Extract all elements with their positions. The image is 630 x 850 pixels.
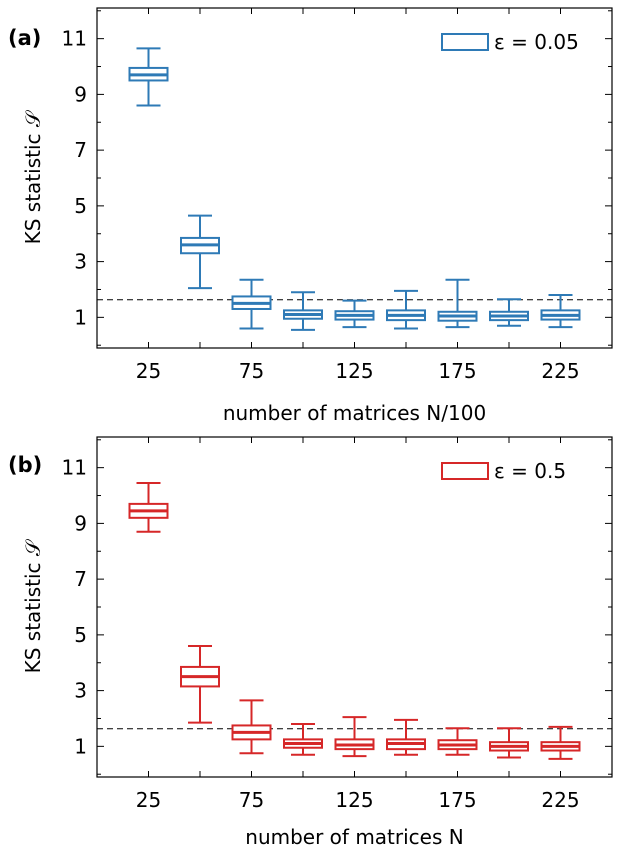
y-tick-label: 3 <box>74 250 87 274</box>
panel-label: (b) <box>8 453 42 477</box>
y-tick-label: 7 <box>74 567 87 591</box>
x-tick-label: 125 <box>335 788 373 812</box>
box-50 <box>180 214 220 290</box>
legend-swatch <box>441 33 489 51</box>
y-axis-label: KS statistic 𝒮 <box>21 538 45 673</box>
box-100 <box>283 723 323 756</box>
y-tick-label: 9 <box>74 511 87 535</box>
y-tick-label: 1 <box>74 734 87 758</box>
box-125 <box>334 716 375 758</box>
box-100 <box>283 291 323 331</box>
legend-label: ε = 0.5 <box>494 459 566 483</box>
x-tick-label: 75 <box>239 788 264 812</box>
y-axis-label: KS statistic 𝒮 <box>21 109 45 244</box>
x-axis-label: number of matrices N/100 <box>223 401 486 425</box>
box-25 <box>128 47 169 107</box>
x-tick-label: 225 <box>541 788 579 812</box>
y-tick-label: 11 <box>62 456 87 480</box>
x-axis-label: number of matrices N <box>245 825 463 849</box>
box-225 <box>540 725 581 760</box>
box-75 <box>231 278 272 330</box>
y-tick-label: 5 <box>74 194 87 218</box>
box-25 <box>128 481 169 533</box>
x-tick-label: 175 <box>438 788 476 812</box>
chart-panel-a: 25 75 125 175 225 1 3 5 7 9 11 number of matrices N… <box>8 7 613 425</box>
y-tick-label: 7 <box>74 138 87 162</box>
box-200 <box>489 298 529 327</box>
box-175 <box>437 727 478 756</box>
y-tick-label: 1 <box>74 305 87 329</box>
box-175 <box>437 278 478 329</box>
legend-swatch <box>441 462 489 480</box>
y-tick-label: 3 <box>74 679 87 703</box>
x-tick-label: 25 <box>136 788 161 812</box>
legend-label: ε = 0.05 <box>494 30 579 54</box>
panel-label: (a) <box>8 26 41 50</box>
y-tick-label: 5 <box>74 623 87 647</box>
x-tick-label: 25 <box>136 359 161 383</box>
x-tick-label: 125 <box>335 359 373 383</box>
x-tick-label: 75 <box>239 359 264 383</box>
plot-frame <box>96 7 613 349</box>
box-75 <box>231 699 272 755</box>
box-125 <box>334 299 375 329</box>
x-tick-label: 225 <box>541 359 579 383</box>
chart-panel-b: 25 75 125 175 225 1 3 5 7 9 11 number of matrices N… <box>8 436 613 849</box>
box-200 <box>489 727 529 759</box>
y-tick-label: 9 <box>74 82 87 106</box>
box-225 <box>540 294 581 329</box>
box-150 <box>386 289 426 330</box>
box-150 <box>386 718 426 756</box>
x-tick-label: 175 <box>438 359 476 383</box>
y-tick-label: 11 <box>62 27 87 51</box>
box-50 <box>180 645 220 724</box>
